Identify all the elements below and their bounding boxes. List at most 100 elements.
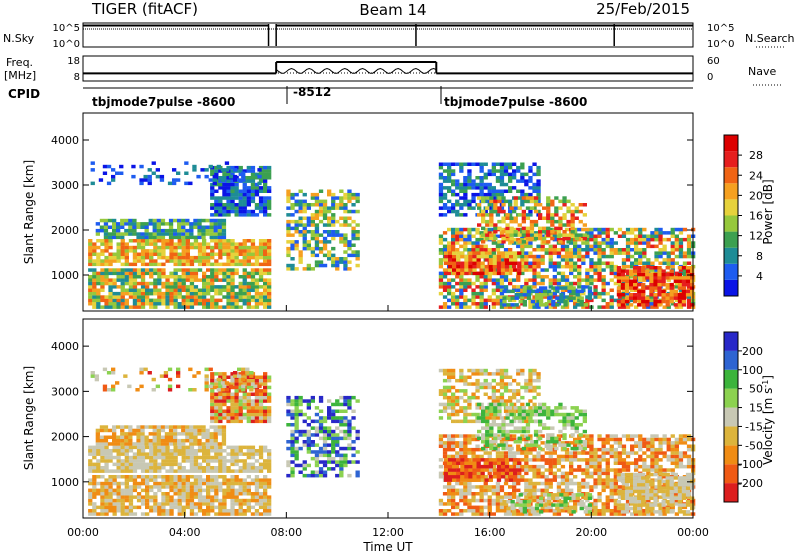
- velocity-cell: [310, 395, 315, 400]
- power-cell: [214, 209, 219, 214]
- power-cell: [456, 264, 461, 269]
- power-cell: [488, 271, 493, 276]
- power-cell: [513, 203, 518, 207]
- velocity-cell: [306, 436, 311, 441]
- velocity-cell: [238, 481, 243, 486]
- velocity-cell: [267, 466, 272, 470]
- velocity-cell: [214, 445, 219, 450]
- velocity-cell: [234, 475, 239, 479]
- velocity-cell: [242, 452, 247, 456]
- power-cell: [213, 225, 218, 229]
- power-cell: [550, 223, 555, 227]
- power-cell: [214, 242, 219, 246]
- power-cell: [491, 298, 496, 303]
- power-cell: [459, 302, 464, 306]
- power-cell: [181, 225, 186, 229]
- power-cell: [609, 271, 614, 276]
- power-cell: [455, 227, 460, 232]
- velocity-cell: [161, 449, 166, 453]
- velocity-cell: [132, 442, 137, 446]
- power-cell: [226, 278, 231, 282]
- power-cell: [491, 291, 496, 296]
- power-cell: [286, 226, 291, 231]
- velocity-cell: [343, 399, 348, 403]
- power-cell: [534, 303, 540, 307]
- power-cell: [132, 291, 138, 296]
- power-cell: [477, 223, 482, 227]
- power-cell: [495, 281, 501, 286]
- velocity-cell: [483, 492, 488, 496]
- power-ylabel: Slant Range [km]: [22, 160, 36, 264]
- velocity-cell: [479, 478, 484, 482]
- power-cell: [589, 234, 594, 238]
- power-cell: [605, 237, 610, 242]
- power-cell: [302, 236, 307, 241]
- velocity-cell: [471, 498, 476, 503]
- power-cell: [222, 189, 227, 193]
- power-cell: [254, 305, 260, 309]
- power-cell: [254, 245, 260, 250]
- power-cell: [512, 285, 517, 289]
- power-cell: [218, 271, 223, 276]
- power-cell: [487, 169, 492, 173]
- velocity-cell: [258, 389, 264, 393]
- velocity-cell: [263, 419, 268, 424]
- velocity-cell: [294, 429, 299, 434]
- velocity-cell: [475, 512, 480, 516]
- power-cell: [214, 199, 219, 204]
- power-cell: [197, 255, 203, 260]
- power-cell: [455, 241, 460, 245]
- power-cell: [442, 302, 448, 306]
- power-cell: [662, 244, 667, 249]
- power-swatch: [724, 263, 738, 280]
- velocity-cell: [88, 459, 93, 463]
- velocity-cell: [193, 502, 199, 506]
- velocity-cell: [290, 433, 295, 437]
- velocity-cell: [263, 485, 268, 489]
- power-cell: [254, 295, 260, 299]
- velocity-cell: [111, 367, 116, 372]
- velocity-cell: [120, 502, 125, 506]
- y-tick-label: 3000: [51, 179, 79, 192]
- power-cell: [532, 254, 537, 259]
- power-cell: [577, 264, 582, 269]
- power-cell: [516, 231, 521, 235]
- power-cell: [574, 233, 579, 237]
- velocity-cell: [263, 399, 268, 403]
- power-cell: [451, 179, 456, 183]
- power-cell: [161, 245, 166, 250]
- power-cell: [646, 244, 651, 249]
- velocity-cell: [127, 384, 132, 389]
- power-cell: [153, 242, 158, 246]
- velocity-cell: [181, 428, 186, 433]
- power-cell: [193, 275, 199, 279]
- power-cell: [267, 295, 272, 299]
- power-cell: [666, 237, 671, 242]
- y-tick-label: 2000: [51, 224, 79, 237]
- velocity-cell: [165, 462, 170, 467]
- power-cell: [242, 268, 247, 272]
- power-cell: [165, 305, 170, 309]
- power-cell: [327, 240, 332, 244]
- power-cell: [442, 268, 448, 272]
- power-cell: [630, 237, 635, 242]
- velocity-cell: [310, 456, 315, 461]
- velocity-cell: [197, 466, 203, 470]
- power-cell: [563, 303, 568, 307]
- velocity-cell: [459, 454, 464, 459]
- velocity-cell: [218, 402, 223, 407]
- power-cell: [579, 303, 584, 307]
- nave-wave: [275, 67, 437, 74]
- power-cell: [165, 298, 170, 303]
- power-cell: [463, 162, 468, 166]
- power-cell: [633, 296, 638, 300]
- power-cell: [106, 164, 112, 169]
- power-cell: [197, 218, 202, 223]
- power-swatch: [724, 247, 738, 264]
- power-cell: [677, 286, 683, 290]
- velocity-cell: [139, 367, 144, 372]
- power-cell: [447, 227, 452, 232]
- power-cell: [193, 255, 199, 260]
- velocity-cell: [88, 498, 93, 503]
- power-cell: [500, 261, 506, 265]
